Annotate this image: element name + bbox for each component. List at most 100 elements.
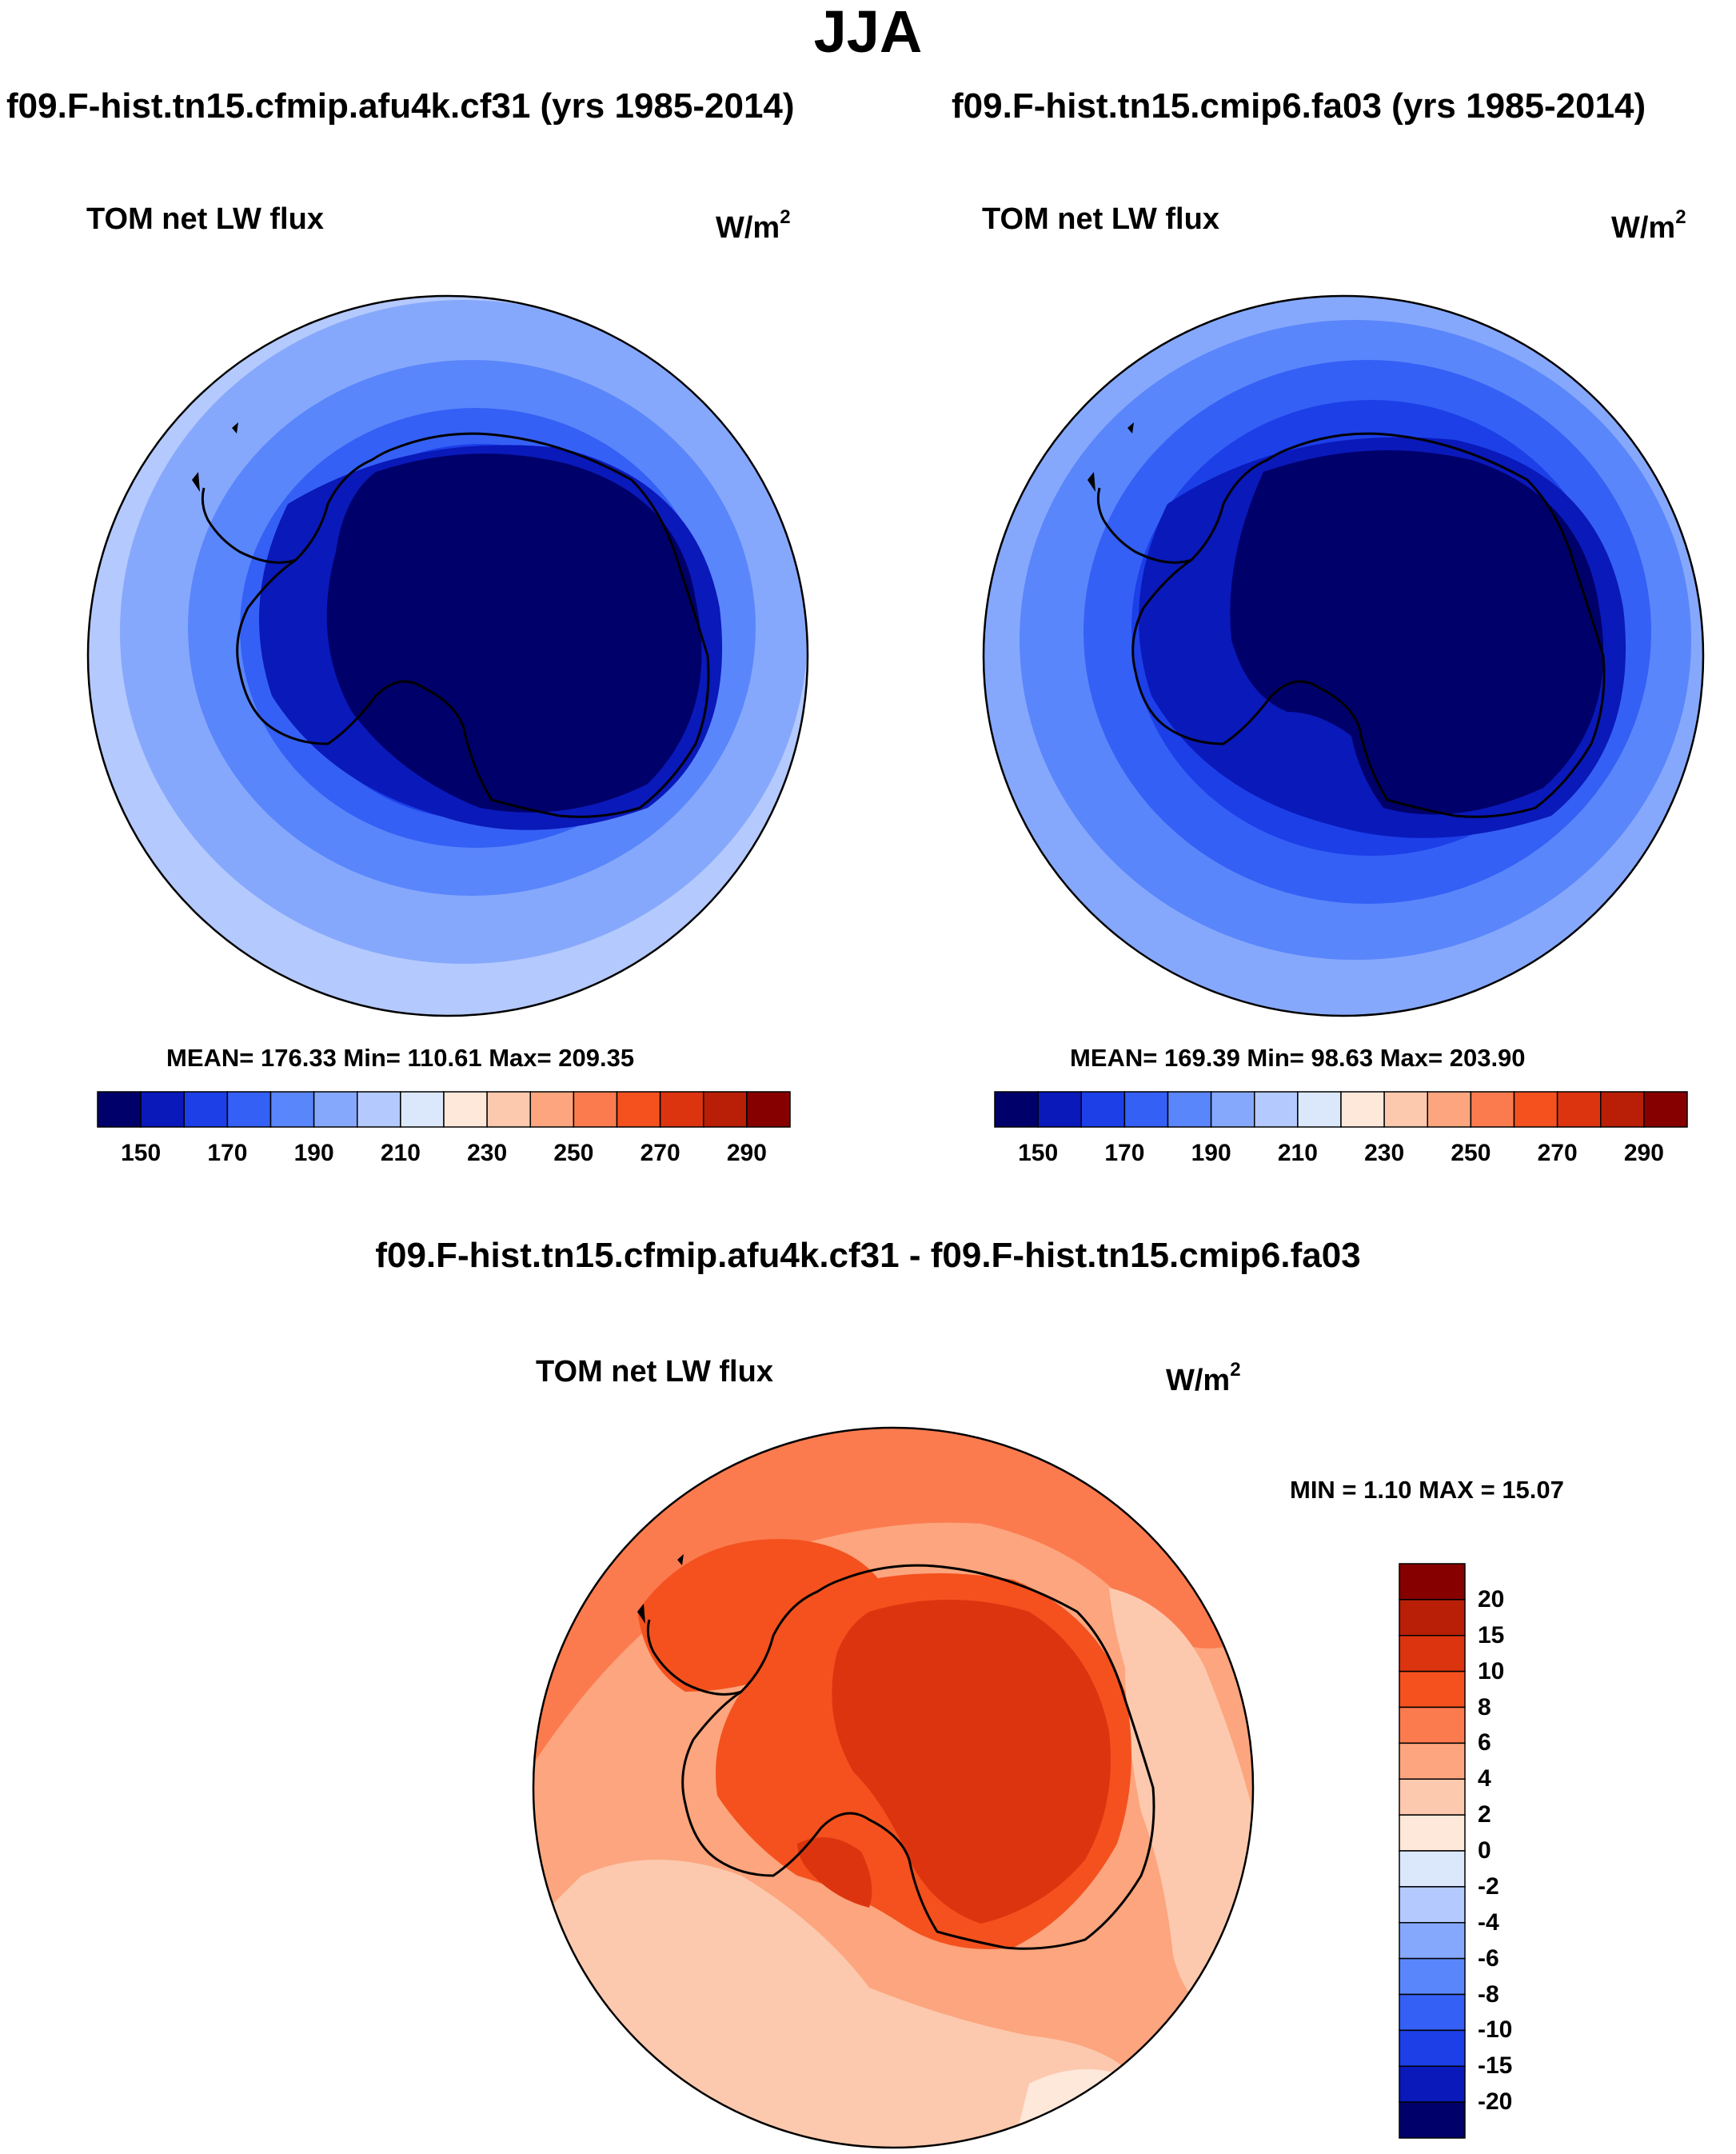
right-colorbar-ticks: 150 170 190 210 230 250 270 290	[995, 1140, 1687, 1172]
right-colorbar-tick: 290	[1623, 1140, 1664, 1166]
left-colorbar-swatch	[313, 1091, 358, 1128]
left-colorbar-swatch	[443, 1091, 488, 1128]
diff-colorbar-tick: -10	[1478, 2016, 1513, 2044]
left-colorbar-tick: 190	[293, 1140, 334, 1166]
diff-field-band-6-north	[533, 1428, 1253, 1764]
left-colorbar-swatch	[703, 1091, 748, 1128]
diff-colorbar-swatch	[1399, 1706, 1466, 1744]
difference-map	[532, 1426, 1255, 2149]
right-colorbar-swatch	[1513, 1091, 1558, 1128]
left-peninsula-coast	[201, 487, 297, 564]
right-colorbar-tick: 210	[1277, 1140, 1318, 1166]
left-colorbar-swatch	[746, 1091, 791, 1128]
left-colorbar-swatch	[140, 1091, 185, 1128]
left-colorbar-swatch	[573, 1091, 618, 1128]
diff-coastline	[681, 1564, 1155, 1950]
right-colorbar-tick: 250	[1451, 1140, 1491, 1166]
diff-colorbar-tick: 6	[1478, 1729, 1491, 1756]
left-stats: MEAN= 176.33 Min= 110.61 Max= 209.35	[166, 1044, 635, 1072]
left-coastline	[236, 432, 710, 818]
left-variable-label: TOM net LW flux	[86, 202, 324, 236]
left-colorbar-swatch	[659, 1091, 704, 1128]
diff-colorbar-tick: -15	[1478, 2052, 1513, 2080]
right-colorbar-tick: 170	[1104, 1140, 1145, 1166]
right-colorbar-swatch	[1167, 1091, 1212, 1128]
right-colorbar-swatch	[1427, 1091, 1472, 1128]
diff-colorbar-swatch	[1399, 1850, 1466, 1888]
diff-stats: MIN = 1.10 MAX = 15.07	[1290, 1476, 1564, 1504]
diff-island	[677, 1554, 684, 1565]
left-case-title: f09.F-hist.tn15.cfmip.afu4k.cf31 (yrs 19…	[6, 86, 795, 126]
diff-colorbar-tick: -2	[1478, 1872, 1499, 1900]
left-colorbar-swatch	[357, 1091, 401, 1128]
right-island	[1087, 472, 1095, 492]
diff-colorbar-tick: 0	[1478, 1837, 1491, 1864]
right-case-title: f09.F-hist.tn15.cmip6.fa03 (yrs 1985-201…	[952, 86, 1646, 126]
right-colorbar-tick: 270	[1537, 1140, 1578, 1166]
right-colorbar-swatch	[1254, 1091, 1299, 1128]
diff-colorbar-swatch	[1399, 2065, 1466, 2103]
diff-colorbar-swatch	[1399, 1563, 1466, 1601]
right-colorbar-swatch	[1470, 1091, 1515, 1128]
diff-colorbar-swatch	[1399, 2101, 1466, 2139]
diff-colorbar-tick: 4	[1478, 1765, 1491, 1792]
right-colorbar-swatch	[1297, 1091, 1342, 1128]
right-colorbar-swatch	[994, 1091, 1039, 1128]
diff-colorbar-tick: -8	[1478, 1980, 1499, 2008]
diff-colorbar-swatch	[1399, 1993, 1466, 2032]
diff-colorbar-swatch	[1399, 1670, 1466, 1708]
right-variable-label: TOM net LW flux	[982, 202, 1219, 236]
left-colorbar-swatch	[486, 1091, 531, 1128]
left-colorbar-tick: 250	[553, 1140, 594, 1166]
left-island	[232, 422, 238, 434]
diff-colorbar-swatch	[1399, 1599, 1466, 1636]
diff-peninsula-coast	[646, 1619, 742, 1696]
diff-island	[551, 1612, 557, 1632]
right-colorbar-swatch	[1340, 1091, 1385, 1128]
diff-colorbar-tick: 8	[1478, 1693, 1491, 1720]
diff-colorbar-swatch	[1399, 1957, 1466, 1996]
left-colorbar-swatch	[226, 1091, 272, 1128]
left-island	[192, 472, 200, 492]
right-island	[1127, 422, 1134, 434]
right-colorbar-swatch	[1037, 1091, 1082, 1128]
left-colorbar-swatch	[269, 1091, 315, 1128]
diff-colorbar-swatch	[1399, 1742, 1466, 1780]
diff-field-band-10-ice-shelf	[797, 1837, 872, 1908]
left-colorbar-swatch	[616, 1091, 661, 1128]
left-colorbar	[97, 1091, 791, 1128]
diff-colorbar-tick: 15	[1478, 1621, 1505, 1648]
difference-title: f09.F-hist.tn15.cfmip.afu4k.cf31 - f09.F…	[375, 1236, 1361, 1275]
diff-colorbar-tick: 2	[1478, 1801, 1491, 1828]
right-colorbar-swatch	[1210, 1091, 1255, 1128]
difference-colorbar	[1399, 1563, 1466, 2139]
right-colorbar-swatch	[1080, 1091, 1126, 1128]
diff-units-label: W/m2	[1166, 1359, 1241, 1397]
diff-colorbar-tick: 20	[1478, 1585, 1505, 1613]
left-colorbar-tick: 150	[121, 1140, 162, 1166]
diff-field-band-2-south	[533, 1860, 1141, 2148]
right-map	[982, 294, 1705, 1017]
right-colorbar-tick: 230	[1364, 1140, 1405, 1166]
diff-colorbar-swatch	[1399, 2029, 1466, 2067]
diff-colorbar-tick: 10	[1478, 1657, 1505, 1684]
left-colorbar-tick: 270	[640, 1140, 680, 1166]
right-colorbar-tick: 190	[1191, 1140, 1231, 1166]
right-colorbar	[994, 1091, 1688, 1128]
diff-colorbar-swatch	[1399, 1814, 1466, 1852]
right-field-band-150	[1230, 450, 1604, 815]
diff-variable-label: TOM net LW flux	[536, 1355, 773, 1389]
season-title: JJA	[813, 0, 923, 65]
right-stats: MEAN= 169.39 Min= 98.63 Max= 203.90	[1070, 1044, 1526, 1072]
left-colorbar-tick: 170	[207, 1140, 248, 1166]
left-colorbar-swatch	[529, 1091, 575, 1128]
right-island	[1001, 480, 1008, 500]
right-colorbar-swatch	[1643, 1091, 1688, 1128]
left-colorbar-tick: 230	[467, 1140, 508, 1166]
diff-field-band-10-interior	[832, 1600, 1111, 1924]
left-colorbar-swatch	[400, 1091, 445, 1128]
left-colorbar-swatch	[183, 1091, 229, 1128]
diff-colorbar-tick: -20	[1478, 2088, 1513, 2116]
right-colorbar-swatch	[1123, 1091, 1169, 1128]
right-colorbar-tick: 150	[1018, 1140, 1059, 1166]
